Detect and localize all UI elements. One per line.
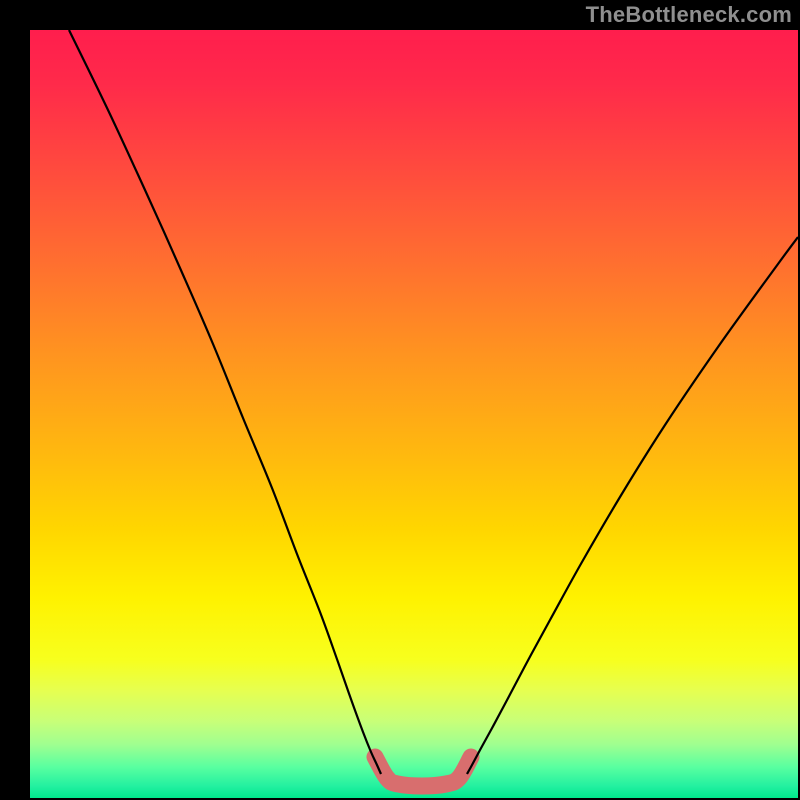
plot-area — [30, 30, 798, 798]
bottleneck-chart — [30, 30, 798, 798]
watermark-text: TheBottleneck.com — [586, 2, 792, 28]
gradient-background — [30, 30, 798, 798]
chart-outer-frame: TheBottleneck.com — [0, 0, 800, 800]
